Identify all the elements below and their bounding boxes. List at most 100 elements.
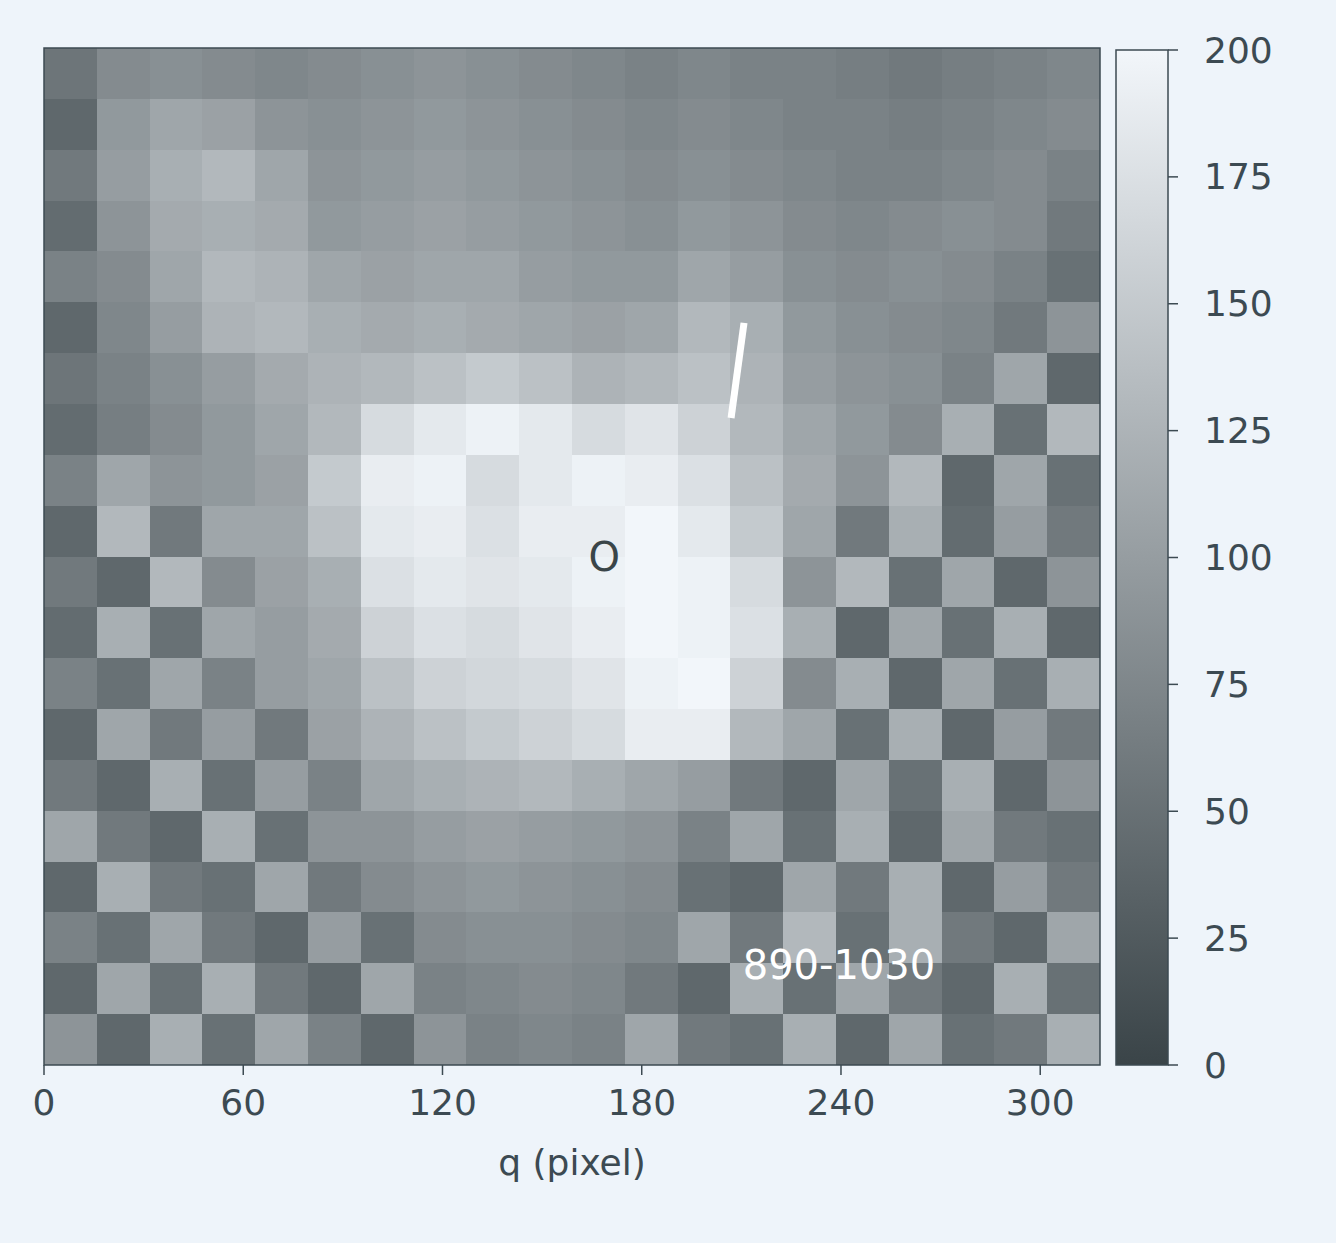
cell <box>836 353 889 404</box>
x-tick <box>840 1065 842 1075</box>
cell <box>519 353 572 404</box>
cell <box>572 150 625 201</box>
cell <box>150 1014 203 1065</box>
cell <box>44 201 97 252</box>
cell <box>678 353 731 404</box>
cell <box>1047 201 1100 252</box>
cell <box>97 506 150 557</box>
cell <box>44 48 97 99</box>
colorbar-tick <box>1168 1064 1178 1066</box>
cell <box>414 455 467 506</box>
cell <box>150 760 203 811</box>
cell <box>678 99 731 150</box>
cell <box>783 302 836 353</box>
cell <box>730 709 783 760</box>
cell <box>466 48 519 99</box>
cell <box>414 150 467 201</box>
cell <box>889 862 942 913</box>
cell <box>519 1014 572 1065</box>
colorbar-tick <box>1168 557 1178 559</box>
cell <box>730 557 783 608</box>
cell <box>466 658 519 709</box>
cell <box>678 251 731 302</box>
cell <box>202 99 255 150</box>
cell <box>625 709 678 760</box>
cell <box>414 963 467 1014</box>
colorbar-tick-label: 150 <box>1204 283 1273 324</box>
cell <box>1047 1014 1100 1065</box>
cell <box>994 557 1047 608</box>
cell <box>836 607 889 658</box>
cell <box>414 302 467 353</box>
cells <box>44 48 1100 1065</box>
colorbar-tick <box>1168 811 1178 813</box>
cell <box>255 862 308 913</box>
cell <box>942 48 995 99</box>
cell <box>466 709 519 760</box>
cell <box>625 251 678 302</box>
cell <box>625 557 678 608</box>
cell <box>414 506 467 557</box>
cell <box>308 150 361 201</box>
cell <box>572 912 625 963</box>
cell <box>466 455 519 506</box>
cell <box>889 607 942 658</box>
cell <box>361 963 414 1014</box>
cell <box>1047 455 1100 506</box>
cell <box>361 99 414 150</box>
cell <box>572 99 625 150</box>
cell <box>44 658 97 709</box>
cell <box>889 506 942 557</box>
cell <box>994 353 1047 404</box>
cell <box>308 963 361 1014</box>
cell <box>783 862 836 913</box>
cell <box>466 506 519 557</box>
cell <box>994 709 1047 760</box>
cell <box>255 201 308 252</box>
cell <box>414 557 467 608</box>
cell <box>730 404 783 455</box>
cell <box>97 963 150 1014</box>
colorbar-tick-label: 0 <box>1204 1045 1227 1086</box>
cell <box>836 302 889 353</box>
x-tick <box>43 1065 45 1075</box>
cell <box>414 912 467 963</box>
cell <box>519 709 572 760</box>
cell <box>361 251 414 302</box>
cell <box>414 48 467 99</box>
cell <box>202 557 255 608</box>
cell <box>1047 302 1100 353</box>
cell <box>519 557 572 608</box>
cell <box>202 658 255 709</box>
cell <box>730 862 783 913</box>
cell <box>519 251 572 302</box>
cell <box>519 48 572 99</box>
cell <box>44 557 97 608</box>
cell <box>361 607 414 658</box>
cell <box>97 404 150 455</box>
cell <box>202 862 255 913</box>
cell <box>836 404 889 455</box>
cell <box>202 607 255 658</box>
cell <box>1047 607 1100 658</box>
cell <box>255 557 308 608</box>
cell <box>202 811 255 862</box>
cell <box>361 862 414 913</box>
cell <box>625 1014 678 1065</box>
cell <box>150 251 203 302</box>
cell <box>572 1014 625 1065</box>
cell <box>783 48 836 99</box>
cell <box>730 455 783 506</box>
cell <box>202 201 255 252</box>
cell <box>202 709 255 760</box>
cell <box>150 48 203 99</box>
cell <box>994 862 1047 913</box>
cell <box>942 404 995 455</box>
cell <box>678 506 731 557</box>
x-tick-label: 0 <box>33 1082 56 1123</box>
cell <box>836 1014 889 1065</box>
cell <box>44 963 97 1014</box>
cell <box>361 302 414 353</box>
cell <box>836 455 889 506</box>
cell <box>572 658 625 709</box>
